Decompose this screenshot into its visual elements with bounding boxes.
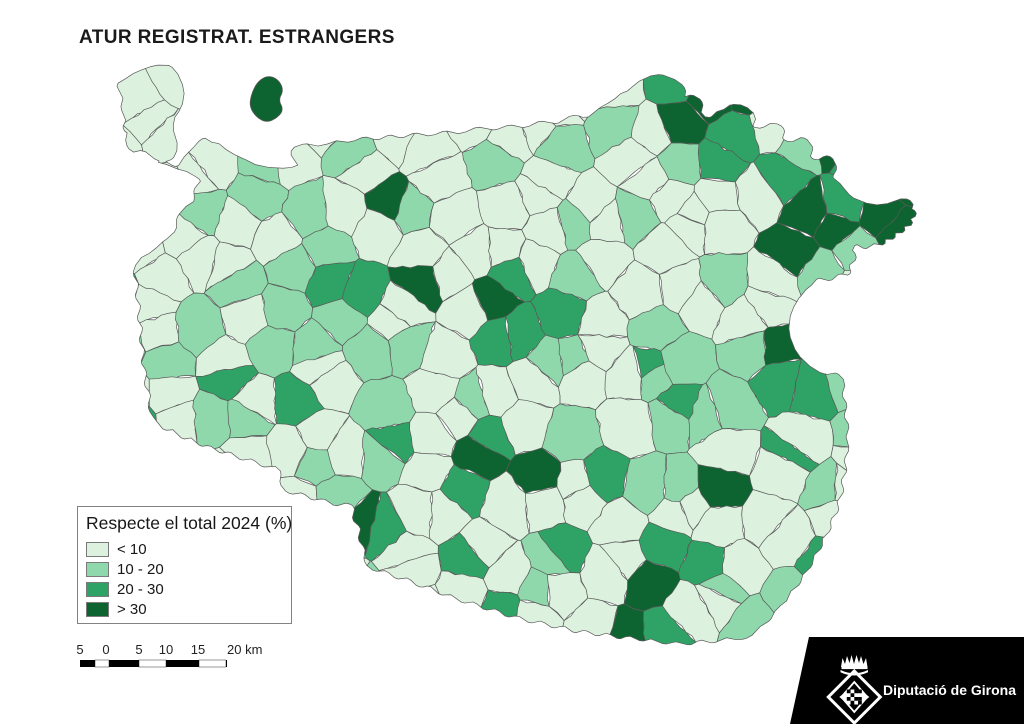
svg-text:5: 5 xyxy=(76,644,83,657)
svg-text:5: 5 xyxy=(135,644,142,657)
svg-text:10: 10 xyxy=(159,644,173,657)
svg-text:0: 0 xyxy=(102,644,109,657)
svg-text:20 km: 20 km xyxy=(227,644,262,657)
svg-text:15: 15 xyxy=(191,644,205,657)
